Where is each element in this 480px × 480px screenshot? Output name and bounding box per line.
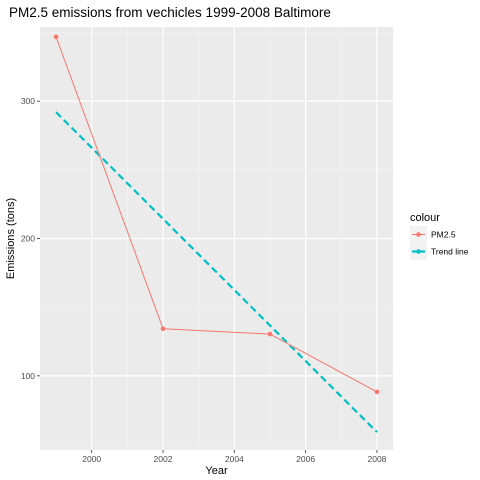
x-tick-label: 2004 — [225, 454, 244, 464]
series-line-trend-line — [55, 111, 378, 433]
x-tick-label: 2006 — [296, 454, 315, 464]
legend-key-point — [416, 249, 421, 254]
chart-title: PM2.5 emissions from vechicles 1999-2008… — [9, 5, 331, 20]
y-tick-label: 300 — [21, 96, 35, 106]
series-point-pm2-5 — [267, 331, 273, 337]
series-layer — [53, 34, 380, 433]
legend: colour PM2.5 Trend line — [410, 212, 469, 260]
legend-key-point — [416, 232, 421, 237]
series-point-pm2-5 — [374, 389, 380, 395]
series-point-pm2-5 — [160, 326, 166, 332]
x-axis-label: Year — [205, 465, 228, 477]
legend-label: PM2.5 — [431, 230, 456, 240]
legend-label: Trend line — [431, 247, 469, 257]
series-point-pm2-5 — [53, 34, 59, 40]
series-line-pm2-5 — [55, 36, 378, 393]
x-tick-label: 2000 — [82, 454, 101, 464]
x-tick-label: 2008 — [367, 454, 386, 464]
legend-title: colour — [410, 212, 440, 224]
y-axis-label: Emissions (tons) — [5, 198, 17, 279]
axis-ticks: 2000 2002 2004 2006 2008 100 200 300 — [21, 96, 387, 464]
y-tick-label: 100 — [21, 371, 35, 381]
grid — [40, 27, 393, 450]
y-tick-label: 200 — [21, 234, 35, 244]
x-tick-label: 2002 — [154, 454, 173, 464]
